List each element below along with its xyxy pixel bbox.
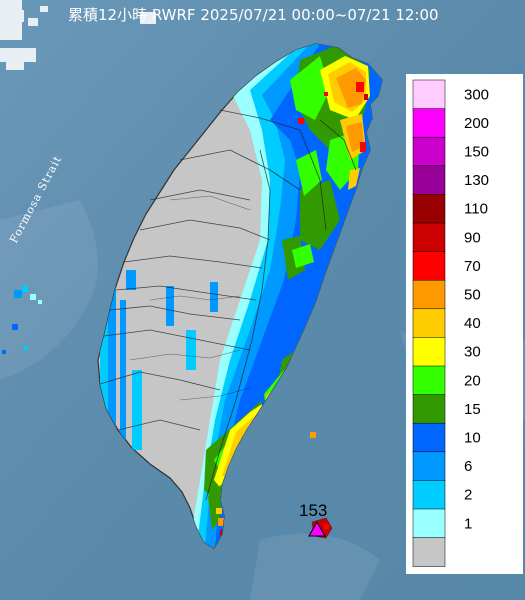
legend-swatch bbox=[412, 394, 446, 424]
legend-swatch bbox=[412, 422, 446, 453]
legend-swatches bbox=[412, 79, 446, 567]
max-rainfall-marker bbox=[308, 520, 326, 537]
legend-swatch bbox=[412, 108, 446, 138]
map-title: 累積12小時 RWRF 2025/07/21 00:00~07/21 12:00 bbox=[68, 6, 439, 24]
legend-swatch bbox=[412, 279, 446, 310]
legend-label: 130 bbox=[464, 172, 489, 189]
legend-label: 50 bbox=[464, 287, 481, 304]
legend-swatch bbox=[412, 136, 446, 167]
county-boundaries bbox=[99, 109, 357, 501]
offshore-rain-specks bbox=[2, 286, 42, 354]
legend-swatch bbox=[412, 251, 446, 281]
legend-label: 200 bbox=[464, 115, 489, 132]
legend-swatch bbox=[412, 165, 446, 196]
legend-label: 10 bbox=[464, 430, 481, 447]
legend-label: 90 bbox=[464, 229, 481, 246]
legend-swatch bbox=[412, 308, 446, 339]
legend-swatch bbox=[412, 194, 446, 224]
legend-swatch bbox=[412, 337, 446, 367]
legend-labels: 300 200 150 130 110 90 70 50 40 30 20 15 10 6 2 1 bbox=[464, 86, 489, 532]
legend-label: 150 bbox=[464, 144, 489, 161]
legend-label: 30 bbox=[464, 344, 481, 361]
legend-swatch bbox=[412, 480, 446, 510]
legend-label: 300 bbox=[464, 86, 489, 103]
offshore-speck bbox=[310, 432, 316, 438]
legend-swatch bbox=[412, 537, 446, 567]
legend-label: 2 bbox=[464, 487, 472, 504]
legend-swatch bbox=[412, 79, 446, 110]
legend-label: 70 bbox=[464, 258, 481, 275]
legend-swatch bbox=[412, 222, 446, 253]
legend-swatch bbox=[412, 508, 446, 539]
max-rainfall-value: 153 bbox=[299, 501, 327, 520]
legend-label: 6 bbox=[464, 458, 472, 475]
cloud-patches bbox=[0, 0, 156, 70]
legend-label: 40 bbox=[464, 315, 481, 332]
legend-swatch bbox=[412, 365, 446, 396]
legend: 300 200 150 130 110 90 70 50 40 30 20 15 10 6 2 1 bbox=[406, 74, 523, 574]
legend-label: 1 bbox=[464, 515, 472, 532]
legend-label: 20 bbox=[464, 372, 481, 389]
legend-swatch bbox=[412, 451, 446, 482]
legend-label: 110 bbox=[464, 201, 488, 218]
legend-label: 15 bbox=[464, 401, 481, 418]
rivers bbox=[129, 195, 251, 401]
